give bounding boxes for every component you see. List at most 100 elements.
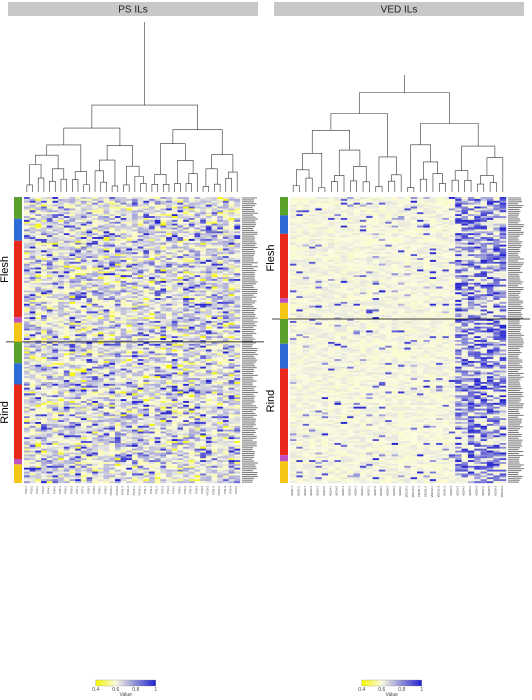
heatmap-cell (222, 319, 229, 322)
heatmap-cell (154, 217, 161, 221)
heatmap-cell (234, 267, 241, 270)
heatmap-cell (211, 258, 218, 261)
heatmap-cell (35, 261, 42, 264)
heatmap-cell (177, 360, 184, 364)
heatmap-cell (143, 284, 150, 287)
heatmap-cell (194, 240, 201, 243)
heatmap-cell (177, 437, 184, 440)
heatmap-cell (41, 216, 47, 219)
heatmap-cell (222, 442, 229, 446)
heatmap-cell (75, 431, 82, 434)
heatmap-cell (222, 360, 229, 364)
heatmap-cell (137, 370, 144, 373)
heatmap-cell (35, 294, 42, 297)
heatmap-cell (171, 305, 178, 308)
heatmap-cell (35, 347, 42, 350)
heatmap-cell (205, 343, 212, 346)
heatmap-cell (35, 359, 42, 362)
heatmap-cell (120, 343, 127, 346)
heatmap-cell (154, 397, 161, 400)
heatmap-cell (80, 317, 87, 320)
heatmap-cell (126, 334, 133, 337)
heatmap-cell (205, 231, 212, 234)
heatmap-cell (200, 360, 207, 364)
heatmap-cell (194, 391, 201, 394)
heatmap-cell (160, 418, 167, 421)
heatmap-cell (222, 307, 229, 310)
heatmap-cell (75, 206, 82, 209)
heatmap-cell (171, 383, 178, 386)
heatmap-cell (149, 410, 155, 413)
heatmap-cell (29, 303, 36, 306)
heatmap-cell (120, 204, 127, 207)
heatmap-cell (200, 238, 207, 242)
heatmap-cell (120, 313, 127, 316)
heatmap-cell (143, 334, 150, 337)
heatmap-cell (177, 259, 184, 263)
heatmap-cell (35, 399, 42, 402)
heatmap-cell (46, 244, 53, 247)
heatmap-cell (160, 376, 167, 379)
heatmap-cell (228, 261, 235, 264)
heatmap-cell (188, 380, 195, 383)
dendrogram-branch (225, 177, 232, 192)
heatmap-cell (109, 385, 116, 388)
heatmap-cell (114, 414, 121, 417)
heatmap-cell (58, 231, 64, 234)
heatmap-cell (46, 364, 53, 367)
heatmap-cell (86, 240, 93, 243)
heatmap-cell (75, 439, 82, 442)
heatmap-cell (35, 273, 42, 276)
heatmap-cell (46, 202, 53, 205)
heatmap-cell (80, 231, 87, 234)
heatmap-cell (103, 372, 110, 375)
heatmap-cell (211, 204, 218, 207)
heatmap-cell (69, 271, 76, 274)
heatmap-cell (143, 431, 150, 434)
heatmap-cell (194, 263, 201, 266)
heatmap-cell (177, 328, 184, 331)
heatmap-cell (63, 198, 70, 202)
heatmap-cell (63, 330, 70, 333)
heatmap-cell (234, 254, 241, 257)
heatmap-cell (160, 292, 167, 295)
heatmap-cell (177, 387, 184, 390)
heatmap-cell (52, 227, 59, 230)
heatmap-cell (52, 437, 59, 440)
heatmap-cell (109, 223, 116, 226)
heatmap-cell (120, 340, 127, 343)
heatmap-cell (75, 374, 82, 377)
heatmap-cell (217, 343, 224, 346)
heatmap-cell (143, 248, 150, 251)
heatmap-cell (24, 258, 30, 261)
heatmap-cell (228, 340, 235, 343)
heatmap-cell (188, 359, 195, 362)
heatmap-cell (86, 303, 93, 306)
heatmap-cell (205, 214, 212, 217)
heatmap-cell (29, 294, 36, 297)
heatmap-cell (120, 366, 127, 369)
heatmap-cell (114, 387, 121, 390)
heatmap-cell (63, 315, 70, 318)
heatmap-cell (194, 324, 201, 327)
heatmap-cell (69, 435, 76, 438)
heatmap-cell (103, 340, 110, 343)
heatmap-cell (188, 198, 195, 202)
heatmap-cell (126, 421, 133, 425)
heatmap-cell (24, 219, 30, 222)
heatmap-cell (80, 298, 87, 301)
heatmap-cell (211, 311, 218, 314)
heatmap-cell (166, 397, 172, 400)
heatmap-cell (166, 421, 172, 425)
dendrogram-branch (202, 186, 210, 192)
heatmap-cell (41, 427, 47, 430)
heatmap-cell (228, 332, 235, 335)
heatmap-cell (194, 237, 201, 240)
heatmap-cell (205, 402, 212, 406)
heatmap-cell (194, 345, 201, 348)
heatmap-cell (35, 256, 42, 259)
heatmap-cell (69, 368, 76, 371)
heatmap-cell (86, 389, 93, 392)
heatmap-cell (149, 399, 155, 402)
heatmap-cell (103, 431, 110, 434)
